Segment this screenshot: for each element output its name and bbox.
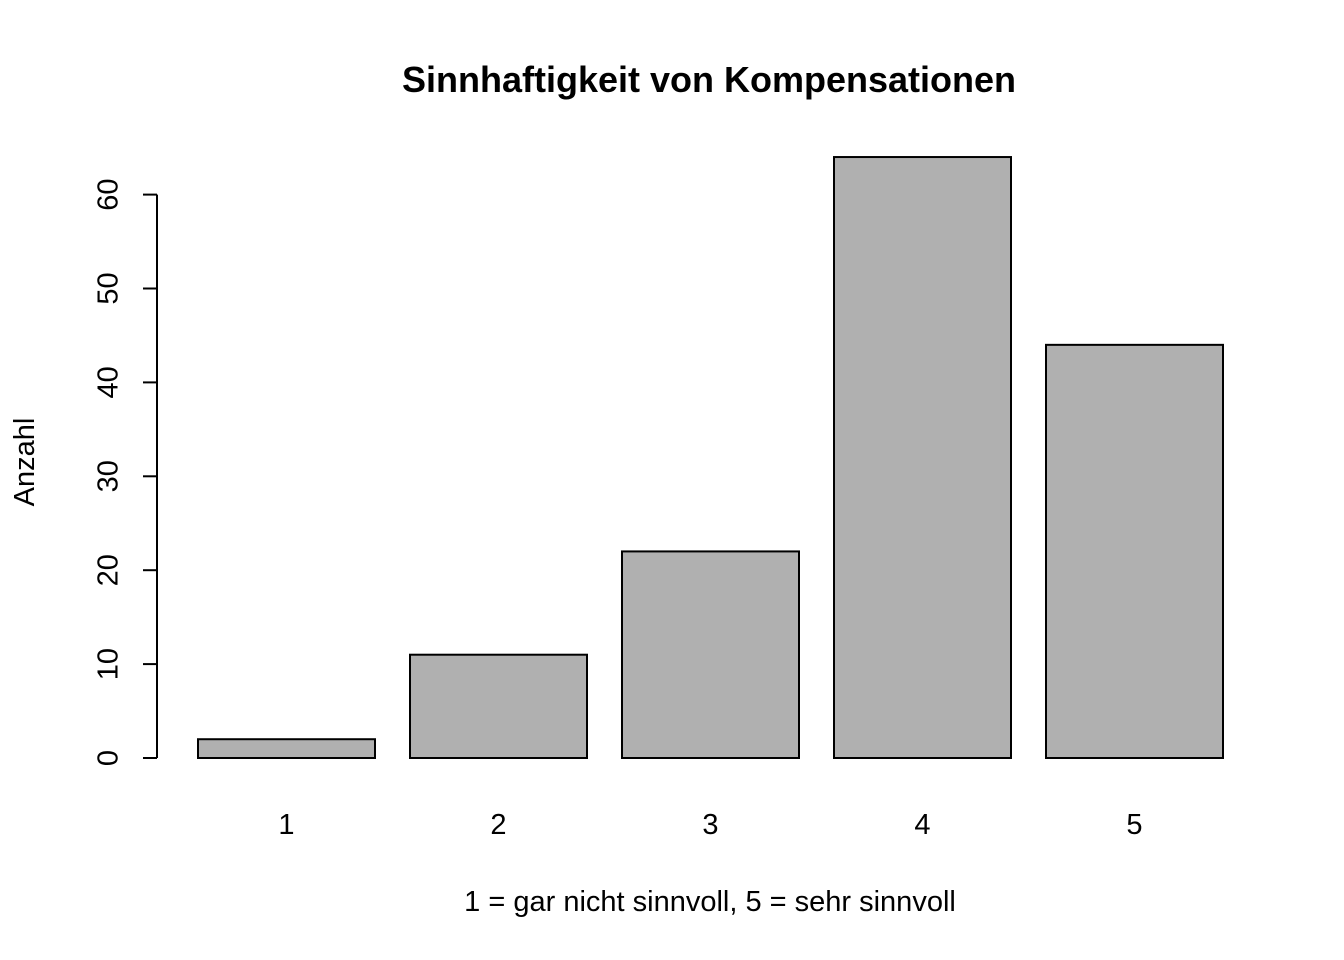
bar-5 — [1045, 343, 1224, 759]
x-tick-label: 4 — [914, 809, 930, 841]
bar-1 — [197, 738, 376, 759]
y-tick-label: 50 — [93, 272, 125, 304]
y-tick-label: 40 — [93, 366, 125, 398]
x-tick-label: 2 — [490, 809, 506, 841]
y-axis-label: Anzahl — [9, 418, 41, 507]
bar-2 — [409, 653, 588, 760]
bar-3 — [621, 550, 800, 759]
bars-group — [197, 156, 1224, 760]
y-tick-label: 20 — [93, 554, 125, 586]
chart-title: Sinnhaftigkeit von Kompensationen — [402, 59, 1016, 100]
y-tick-label: 30 — [93, 460, 125, 492]
y-tick-label: 0 — [93, 750, 125, 766]
y-tick-label: 60 — [93, 178, 125, 210]
x-tick-label: 1 — [278, 809, 294, 841]
x-axis-label: 1 = gar nicht sinnvoll, 5 = sehr sinnvol… — [464, 886, 956, 918]
bar-4 — [833, 156, 1012, 760]
x-tick-label: 5 — [1126, 809, 1142, 841]
y-axis: 0 10 20 30 40 50 60 — [93, 178, 158, 766]
x-tick-label: 3 — [702, 809, 718, 841]
x-tick-labels: 1 2 3 4 5 — [278, 809, 1142, 841]
y-tick-label: 10 — [93, 648, 125, 680]
